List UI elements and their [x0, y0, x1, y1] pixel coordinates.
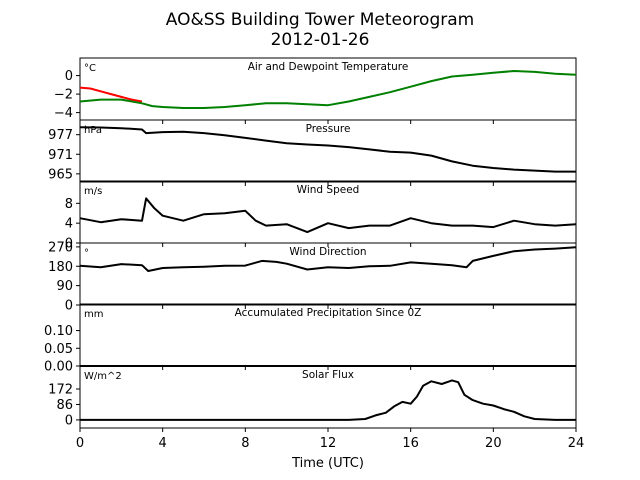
panel-title: Wind Speed — [297, 184, 360, 196]
panel-air-and-dewpoint-temperature: 0 −2 −4 °C Air and Dewpoint Temperature — [54, 57, 577, 124]
y-tick-label: 971 — [48, 148, 73, 163]
x-tick-label: 8 — [241, 436, 249, 451]
y-tick-label: 0 — [65, 237, 73, 252]
panel-title: Solar Flux — [302, 369, 354, 381]
panel-wind-direction: 270 180 90 0 ° Wind Direction — [48, 240, 577, 314]
y-tick-label: 0.10 — [44, 324, 73, 339]
unit-label: ° — [84, 248, 89, 259]
y-tick-label: −2 — [54, 88, 73, 103]
y-tick-label: 0.00 — [44, 360, 73, 375]
x-tick-label: 16 — [402, 436, 419, 451]
unit-label: W/m^2 — [84, 371, 122, 382]
x-tick-label: 4 — [159, 436, 167, 451]
y-tick-label: 180 — [48, 260, 73, 275]
y-tick-label: 0 — [65, 69, 73, 84]
series-line-1 — [79, 70, 577, 109]
series-line-0 — [79, 126, 576, 173]
unit-label: hPa — [84, 125, 102, 136]
unit-label: m/s — [84, 186, 102, 197]
y-tick-label: 90 — [56, 279, 73, 294]
figure-date: 2012-01-26 — [271, 30, 370, 50]
panel-wind-speed: 8 4 0 m/s Wind Speed — [65, 180, 577, 252]
unit-label: °C — [84, 63, 96, 74]
panel-title: Wind Direction — [289, 246, 366, 258]
unit-label: mm — [84, 309, 103, 320]
y-tick-label: 965 — [48, 167, 73, 182]
y-tick-label: 977 — [48, 128, 73, 143]
y-tick-label: 86 — [56, 398, 73, 413]
y-tick-label: 8 — [65, 197, 73, 212]
x-tick-label: 12 — [320, 436, 337, 451]
y-tick-label: 4 — [65, 217, 73, 232]
series-line-0 — [80, 379, 576, 421]
y-tick-label: 172 — [48, 383, 73, 398]
panel-pressure: 977 971 965 hPa Pressure — [48, 119, 577, 186]
x-axis: 0 4 8 12 16 20 24 Time (UTC) — [76, 436, 584, 471]
x-axis-label: Time (UTC) — [291, 456, 364, 471]
series-line-0 — [79, 86, 143, 103]
y-tick-label: 0 — [65, 299, 73, 314]
panel-title: Pressure — [306, 123, 351, 135]
x-tick-label: 20 — [485, 436, 502, 451]
panel-title: Accumulated Precipitation Since 0Z — [235, 307, 422, 319]
series-line-0 — [79, 246, 577, 272]
y-tick-label: 270 — [48, 240, 73, 255]
series-line-0 — [79, 197, 577, 234]
panel-title: Air and Dewpoint Temperature — [248, 61, 409, 73]
x-tick-label: 0 — [76, 436, 84, 451]
x-tick-label: 24 — [568, 436, 585, 451]
y-tick-label: 0.05 — [44, 342, 73, 357]
figure-title: AO&SS Building Tower Meteorogram — [166, 10, 474, 30]
y-tick-label: −4 — [54, 106, 73, 121]
y-tick-label: 0 — [65, 413, 73, 428]
